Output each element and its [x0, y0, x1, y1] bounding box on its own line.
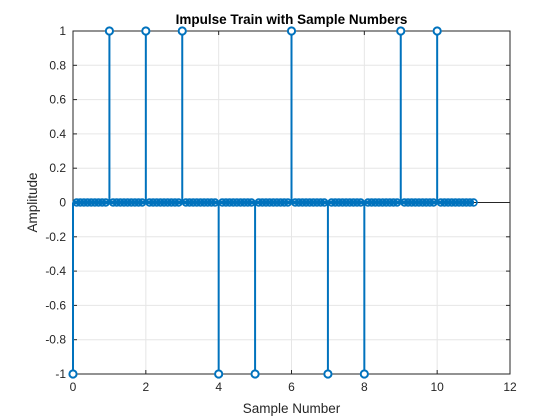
y-tick-label: 0.4 [49, 127, 66, 141]
y-tick-label: 0.6 [49, 93, 66, 107]
zero-samples [72, 198, 478, 207]
impulse-marker [141, 26, 151, 36]
y-axis-label: Amplitude [25, 172, 40, 232]
chart-title: Impulse Train with Sample Numbers [176, 12, 408, 27]
impulse-marker [68, 369, 78, 379]
impulse-marker [286, 26, 297, 36]
x-tick-label: 8 [361, 380, 368, 394]
x-tick-label: 12 [503, 380, 517, 394]
y-tick-label: 0 [59, 196, 66, 210]
impulse-marker [396, 26, 406, 36]
x-tick-label: 4 [215, 380, 222, 394]
y-tick-label: 0.2 [49, 161, 66, 175]
x-tick-label: 6 [288, 380, 295, 394]
impulse-stems [68, 26, 442, 379]
y-tick-label: -1 [55, 367, 66, 381]
impulse-marker [250, 369, 260, 379]
y-tick-label: -0.2 [45, 230, 66, 244]
x-tick-label: 2 [142, 380, 149, 394]
x-tick-label: 0 [70, 380, 77, 394]
impulse-marker [359, 369, 369, 379]
impulse-marker [214, 369, 224, 379]
impulse-marker [432, 26, 442, 36]
y-tick-label: 1 [59, 24, 66, 38]
impulse-marker [177, 26, 187, 36]
y-tick-label: -0.8 [45, 333, 66, 347]
impulse-marker [104, 26, 115, 36]
y-tick-label: -0.6 [45, 298, 66, 312]
y-tick-label: -0.4 [45, 264, 66, 278]
x-axis-label: Sample Number [243, 401, 341, 416]
impulse-marker [323, 369, 333, 379]
tick-labels: 0 2 4 6 8 10 12 -1 -0.8 -0.6 -0.4 -0.2 0 0.2 0.4 0.6 0.8… [45, 24, 517, 394]
y-tick-label: 0.8 [49, 58, 66, 72]
x-tick-label: 10 [430, 380, 444, 394]
